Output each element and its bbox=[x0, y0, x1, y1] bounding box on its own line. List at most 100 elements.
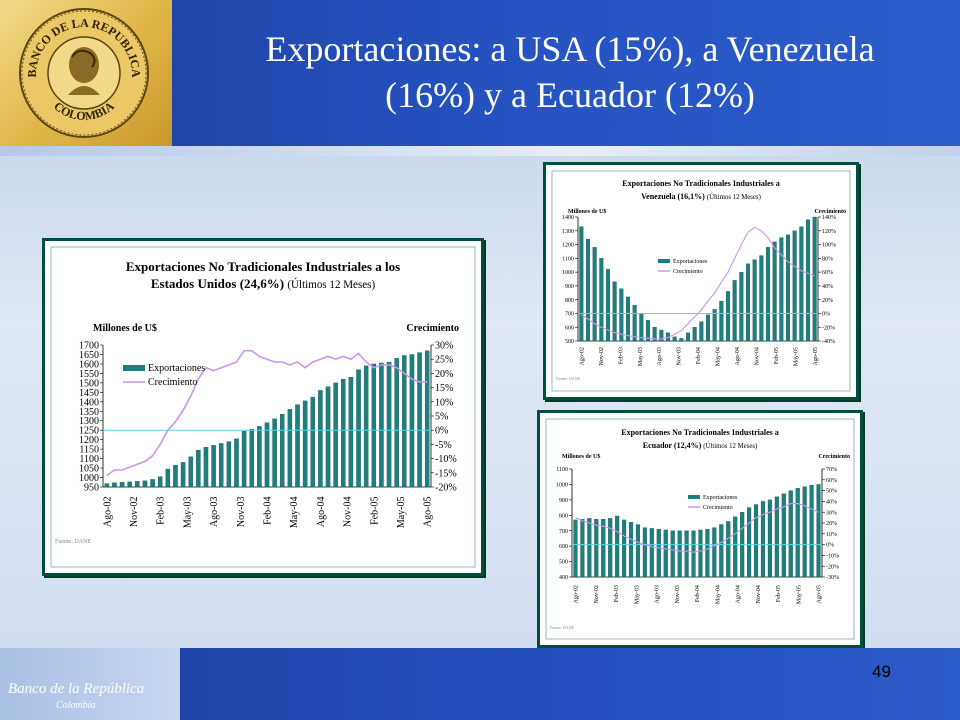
y2-tick-label: -10% bbox=[435, 454, 457, 465]
bar-exportaciones bbox=[417, 352, 422, 488]
header-stripe bbox=[0, 146, 960, 156]
y-tick-label: 1150 bbox=[79, 445, 99, 456]
bar-exportaciones bbox=[592, 247, 597, 342]
bar-exportaciones bbox=[635, 524, 641, 578]
legend-swatch-exportaciones bbox=[688, 495, 700, 499]
y-tick-label: 1550 bbox=[79, 369, 99, 380]
bar-exportaciones bbox=[732, 280, 737, 342]
y-tick-label: 400 bbox=[559, 575, 568, 581]
y2-tick-label: -30% bbox=[826, 575, 839, 581]
chart-title-line-1: Exportaciones No Tradicionales Industria… bbox=[622, 179, 780, 188]
chart-title-country: Venezuela (16,1%) bbox=[641, 192, 707, 201]
bar-exportaciones bbox=[646, 320, 650, 342]
legend-swatch-exportaciones bbox=[658, 259, 670, 263]
bar-exportaciones bbox=[580, 518, 585, 578]
y-tick-label: 1400 bbox=[562, 215, 574, 221]
x-tick-label: Nov-02 bbox=[599, 347, 605, 365]
y-tick-label: 1600 bbox=[79, 359, 99, 370]
x-tick-label: Nov-03 bbox=[675, 585, 681, 603]
x-tick-label: May-03 bbox=[638, 347, 644, 366]
x-tick-label: Feb-05 bbox=[774, 347, 780, 364]
x-tick-label: Feb-03 bbox=[156, 497, 167, 525]
footer-logo-area bbox=[0, 648, 180, 720]
bar-exportaciones bbox=[371, 363, 377, 488]
y-axis-label: Millones de U$ bbox=[93, 323, 157, 334]
page-title-line-2: (16%) y a Ecuador (12%) bbox=[385, 75, 755, 115]
bar-exportaciones bbox=[672, 336, 677, 342]
bar-exportaciones bbox=[719, 524, 724, 578]
bar-exportaciones bbox=[333, 382, 338, 488]
legend-label-crecimiento: Crecimiento bbox=[673, 269, 703, 275]
y-tick-label: 800 bbox=[559, 513, 568, 519]
bar-exportaciones bbox=[719, 300, 724, 342]
bar-exportaciones bbox=[663, 529, 668, 578]
bar-exportaciones bbox=[712, 309, 717, 342]
page-number: 49 bbox=[872, 662, 891, 681]
bar-exportaciones bbox=[733, 516, 738, 578]
x-tick-label: Ago-03 bbox=[657, 347, 663, 365]
x-tick-label: Ago-05 bbox=[813, 347, 819, 365]
y-tick-label: 1200 bbox=[79, 435, 99, 446]
bar-exportaciones bbox=[264, 422, 270, 488]
bar-exportaciones bbox=[792, 230, 797, 342]
bar-exportaciones bbox=[409, 354, 415, 488]
bar-exportaciones bbox=[779, 237, 784, 342]
bar-exportaciones bbox=[599, 258, 604, 342]
bar-exportaciones bbox=[699, 321, 704, 342]
y-tick-label: 1250 bbox=[79, 426, 99, 437]
y2-tick-label: -10% bbox=[826, 554, 839, 560]
line-crecimiento bbox=[106, 349, 428, 477]
y2-tick-label: 10% bbox=[435, 397, 453, 408]
bar-exportaciones bbox=[752, 259, 757, 342]
bar-exportaciones bbox=[601, 518, 606, 578]
y2-tick-label: -5% bbox=[435, 440, 452, 451]
bar-exportaciones bbox=[386, 361, 392, 488]
bar-exportaciones bbox=[639, 313, 644, 342]
x-tick-label: May-05 bbox=[796, 585, 802, 604]
chart-panel-usa: Exportaciones No Tradicionales Industria… bbox=[42, 238, 484, 576]
y-tick-label: 600 bbox=[565, 325, 574, 331]
bar-exportaciones bbox=[257, 426, 262, 488]
y-tick-label: 1100 bbox=[556, 467, 568, 473]
x-tick-label: May-05 bbox=[793, 347, 799, 366]
bar-exportaciones bbox=[211, 445, 216, 488]
bar-exportaciones bbox=[656, 529, 661, 578]
y2-axis-label: Crecimiento bbox=[818, 454, 850, 460]
y2-axis-label: Crecimiento bbox=[814, 209, 846, 215]
y-tick-label: 1200 bbox=[562, 243, 574, 249]
line-crecimiento bbox=[581, 226, 815, 340]
y2-tick-label: 20% bbox=[435, 369, 453, 380]
bar-exportaciones bbox=[619, 288, 624, 342]
bar-exportaciones bbox=[234, 438, 239, 488]
y2-tick-label: 0% bbox=[822, 312, 830, 318]
x-tick-label: Nov-03 bbox=[677, 347, 683, 365]
bar-exportaciones bbox=[799, 226, 804, 342]
chart-panel-ecuador: Exportaciones No Tradicionales Industria… bbox=[537, 410, 863, 648]
x-tick-label: May-05 bbox=[396, 497, 407, 529]
x-tick-label: Ago-05 bbox=[817, 585, 823, 603]
bar-exportaciones bbox=[626, 296, 630, 342]
chart-title-country: Ecuador (12,4%) bbox=[643, 441, 704, 450]
bar-exportaciones bbox=[341, 378, 346, 488]
bar-exportaciones bbox=[802, 486, 807, 578]
y2-tick-label: 15% bbox=[435, 383, 453, 394]
y2-tick-label: 60% bbox=[822, 270, 833, 276]
bar-exportaciones bbox=[594, 518, 599, 578]
x-tick-label: Nov-04 bbox=[754, 347, 760, 365]
y-tick-label: 1400 bbox=[79, 397, 99, 408]
bar-exportaciones bbox=[586, 238, 590, 342]
bar-exportaciones bbox=[302, 400, 308, 488]
x-tick-label: Ago-04 bbox=[736, 585, 742, 603]
y-tick-label: 1000 bbox=[556, 483, 568, 489]
x-tick-label: Ago-05 bbox=[423, 497, 434, 528]
y2-tick-label: 25% bbox=[435, 355, 453, 366]
chart-title-period: (Últimos 12 Meses) bbox=[703, 442, 757, 450]
bar-exportaciones bbox=[628, 522, 634, 578]
x-tick-label: Nov-02 bbox=[594, 585, 600, 603]
bar-exportaciones bbox=[173, 465, 178, 488]
bar-exportaciones bbox=[759, 255, 764, 342]
y-tick-label: 1350 bbox=[79, 407, 99, 418]
bar-exportaciones bbox=[705, 529, 710, 578]
bar-exportaciones bbox=[424, 350, 430, 488]
bar-exportaciones bbox=[753, 504, 759, 578]
